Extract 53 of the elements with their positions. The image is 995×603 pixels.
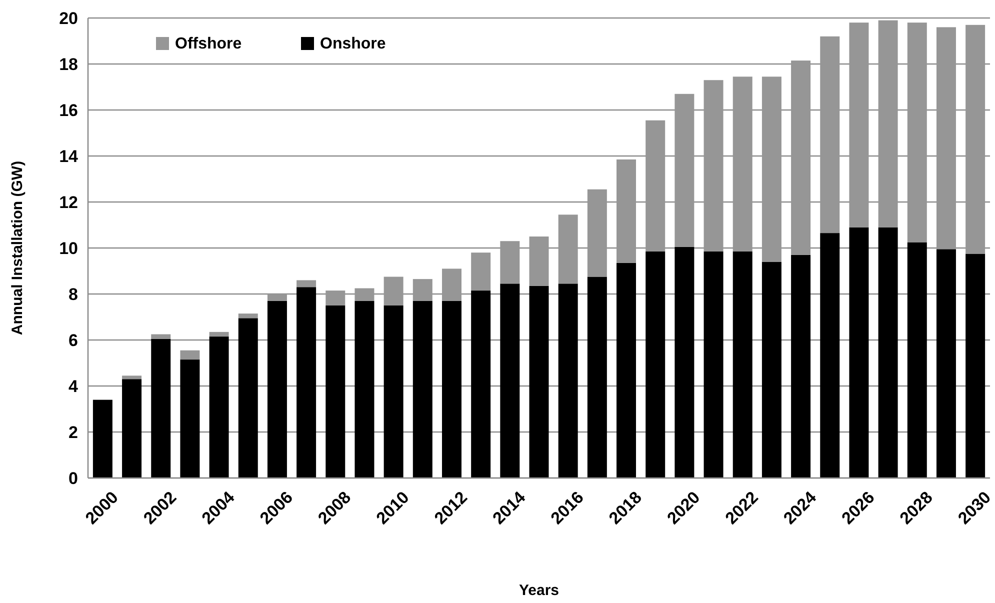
y-tick-label: 8	[68, 284, 78, 304]
bar	[122, 379, 142, 478]
bar	[849, 227, 869, 478]
y-tick-label: 0	[68, 468, 78, 488]
y-tick-label: 6	[68, 330, 78, 350]
bar	[267, 300, 287, 478]
bar	[820, 233, 840, 478]
bar	[180, 360, 200, 478]
bar	[151, 334, 171, 339]
bar	[674, 246, 694, 478]
bar	[92, 400, 112, 478]
bar	[762, 262, 782, 478]
bar	[732, 251, 752, 478]
bar	[296, 287, 316, 478]
y-tick-label: 12	[59, 192, 78, 212]
y-axis-title: Annual Installation (GW)	[9, 160, 26, 336]
bar	[616, 262, 636, 478]
y-tick-label: 4	[68, 376, 79, 396]
bar	[646, 251, 666, 478]
legend-label: Onshore	[320, 36, 386, 53]
bar	[442, 300, 462, 478]
bar	[936, 249, 956, 478]
bar	[587, 276, 607, 478]
y-tick-label: 14	[59, 146, 79, 166]
bar	[354, 300, 374, 478]
y-tick-label: 10	[59, 238, 78, 258]
bar	[151, 338, 171, 478]
bar	[122, 376, 142, 380]
bar	[500, 284, 520, 478]
bar	[326, 306, 346, 478]
bar	[791, 254, 811, 478]
bar	[529, 286, 549, 478]
bar	[384, 306, 404, 478]
y-tick-label: 18	[59, 54, 78, 74]
bar	[238, 314, 258, 318]
bar	[966, 254, 986, 478]
bar	[878, 227, 898, 478]
x-axis-title: Years	[518, 582, 560, 599]
bar	[209, 332, 229, 337]
y-tick-label: 20	[59, 8, 78, 28]
bar	[209, 336, 229, 478]
bar	[238, 318, 258, 478]
bar	[704, 251, 724, 478]
bar	[412, 300, 432, 478]
legend-label: Offshore	[175, 36, 242, 53]
bar	[907, 242, 927, 478]
bar	[471, 290, 491, 478]
bar	[180, 350, 200, 360]
y-tick-label: 2	[68, 422, 78, 442]
y-tick-label: 16	[59, 100, 78, 120]
bar	[558, 284, 578, 478]
bar	[296, 280, 316, 288]
bar	[471, 252, 491, 291]
